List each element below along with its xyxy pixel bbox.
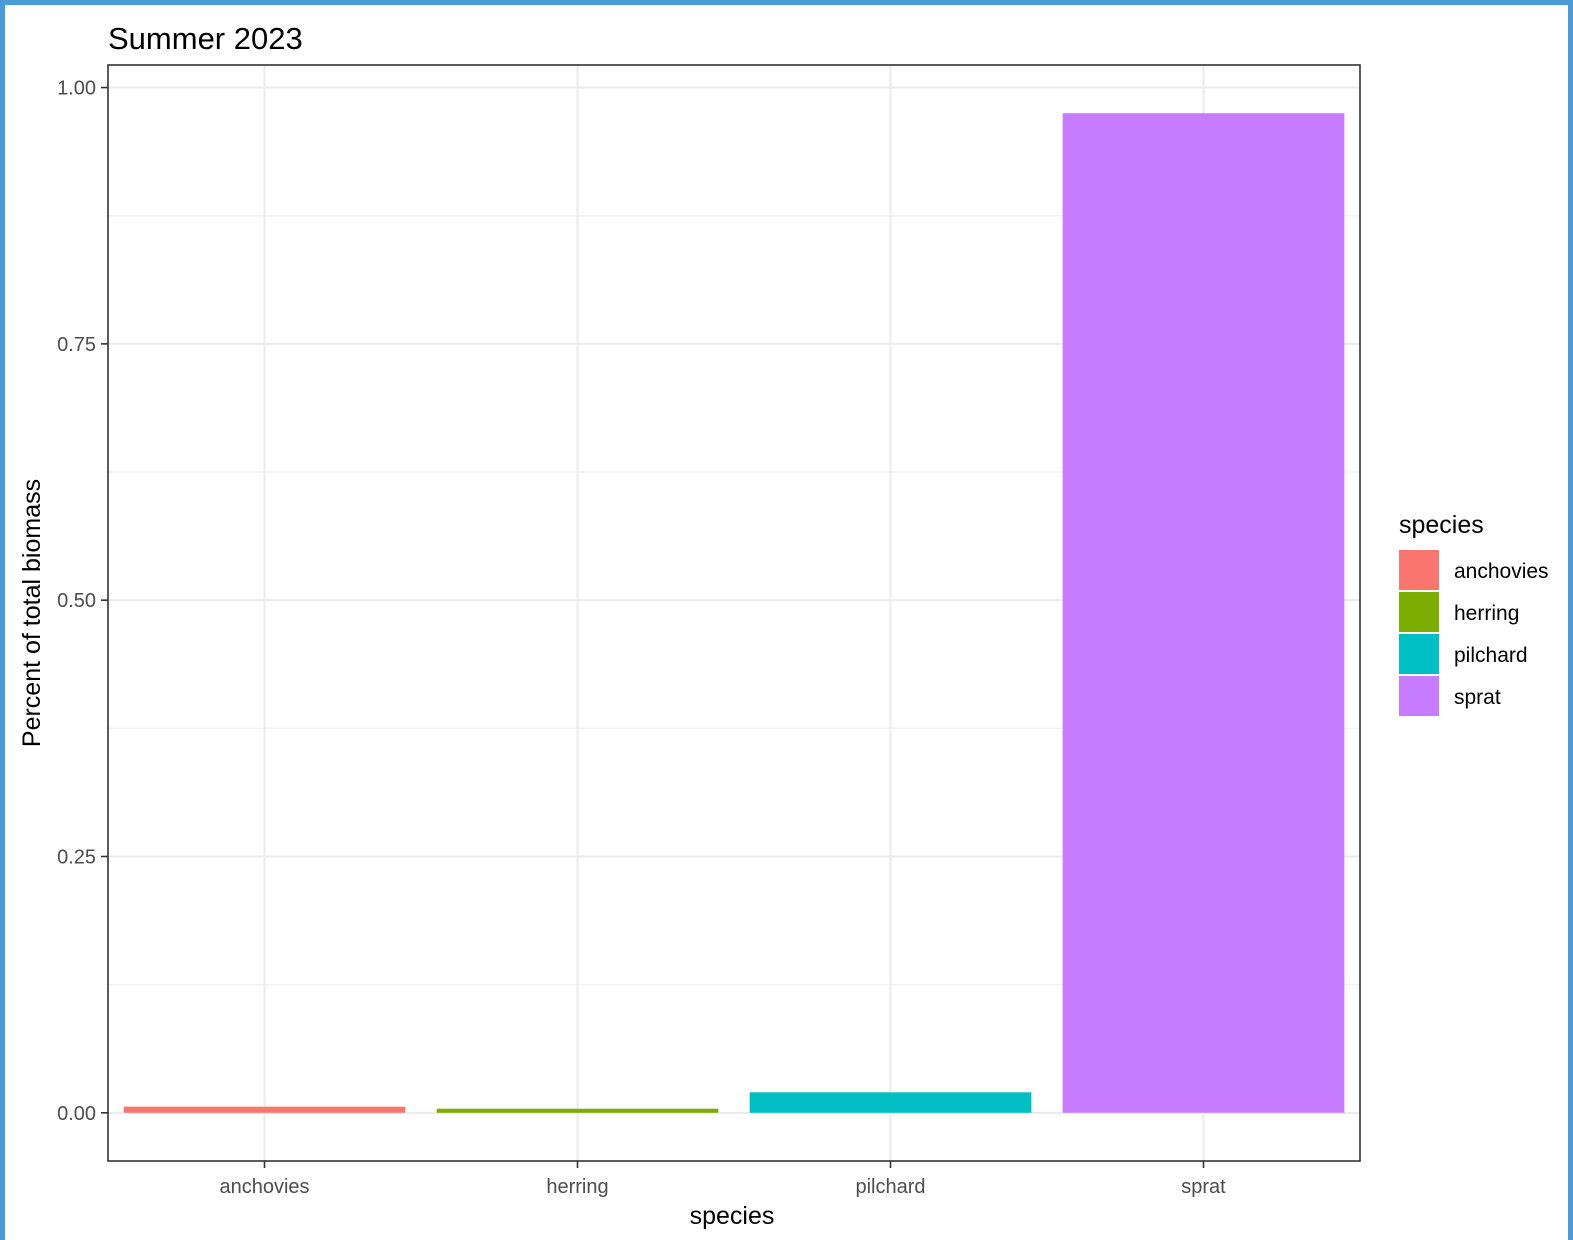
bar-chart: Summer 2023 0.00 0.25 0.50 0.75 1.00 anchovi…	[18, 21, 1549, 1230]
bar-herring	[436, 1108, 719, 1113]
y-tick-label: 0.25	[57, 846, 96, 868]
legend: species anchovies herring pilchard sprat	[1399, 511, 1549, 716]
legend-items: anchovies herring pilchard sprat	[1399, 550, 1549, 716]
bar-anchovies	[123, 1106, 406, 1113]
plot-border	[107, 64, 1361, 1162]
x-tick-label: anchovies	[219, 1176, 309, 1198]
legend-label-pilchard: pilchard	[1454, 644, 1528, 667]
bars	[123, 113, 1345, 1113]
legend-key-sprat	[1399, 676, 1439, 716]
y-tick-label: 0.00	[57, 1103, 96, 1125]
x-tick-label: sprat	[1181, 1176, 1226, 1198]
y-axis: 0.00 0.25 0.50 0.75 1.00	[57, 78, 108, 1125]
x-tick-label: herring	[546, 1176, 608, 1198]
y-axis-title: Percent of total biomass	[18, 479, 46, 747]
bar-sprat	[1062, 113, 1345, 1113]
chart-title: Summer 2023	[108, 21, 303, 56]
legend-key-pilchard	[1399, 634, 1439, 674]
legend-key-herring	[1399, 592, 1439, 632]
y-tick-label: 1.00	[57, 78, 96, 100]
legend-label-sprat: sprat	[1454, 686, 1501, 709]
y-tick-label: 0.75	[57, 334, 96, 356]
y-tick-label: 0.50	[57, 590, 96, 612]
legend-label-anchovies: anchovies	[1454, 560, 1549, 583]
x-tick-label: pilchard	[855, 1176, 925, 1198]
x-axis: anchovies herring pilchard sprat	[219, 1161, 1226, 1198]
legend-key-anchovies	[1399, 550, 1439, 590]
legend-label-herring: herring	[1454, 602, 1519, 625]
legend-title: species	[1399, 511, 1484, 539]
x-axis-title: species	[690, 1202, 775, 1230]
bar-pilchard	[749, 1092, 1032, 1113]
